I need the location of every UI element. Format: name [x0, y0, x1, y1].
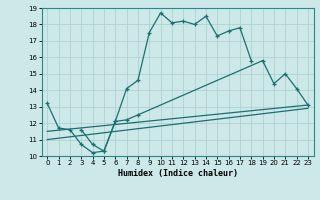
X-axis label: Humidex (Indice chaleur): Humidex (Indice chaleur) [118, 169, 237, 178]
